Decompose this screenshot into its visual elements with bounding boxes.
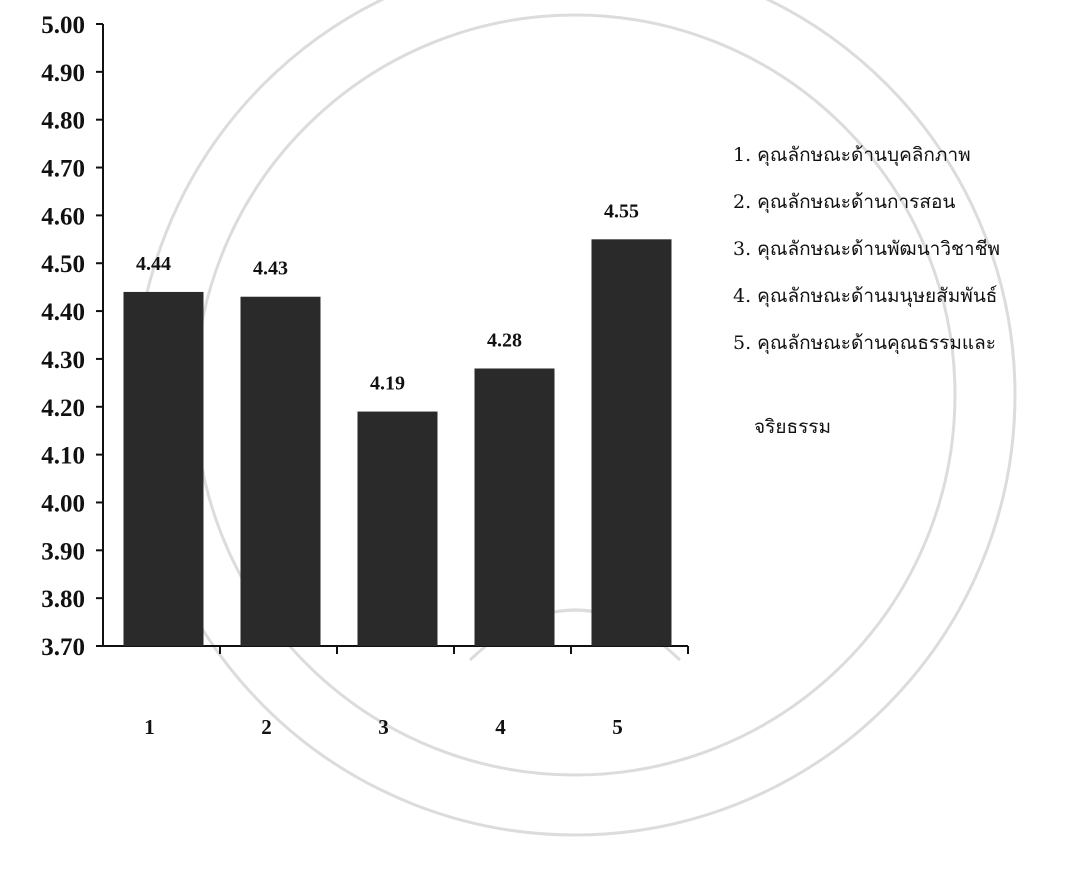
- bars: [123, 239, 672, 647]
- x-axis: 1 2 3 4 5: [103, 645, 689, 739]
- x-tick-label: 3: [378, 715, 389, 739]
- y-tick-label: 3.80: [41, 586, 85, 613]
- x-tick-label: 1: [144, 715, 155, 739]
- y-tick-label: 4.10: [41, 443, 85, 470]
- legend-item: 2. คุณลักษณะด้านการสอน: [733, 191, 955, 214]
- data-label: 4.19: [370, 373, 405, 395]
- legend-item: 4. คุณลักษณะด้านมนุษยสัมพันธ์: [733, 285, 997, 308]
- data-labels: 4.44 4.43 4.19 4.28 4.55: [136, 200, 639, 394]
- y-tick-label: 4.50: [41, 251, 85, 278]
- bar: [591, 239, 672, 647]
- y-tick-label: 4.90: [41, 60, 85, 87]
- legend-item: จริยธรรม: [754, 416, 831, 438]
- y-axis: 5.00 4.90 4.80 4.70 4.60 4.50 4.40 4.30 4.20 4.10…: [41, 12, 104, 661]
- x-tick-label: 5: [612, 715, 623, 739]
- data-label: 4.44: [136, 253, 171, 275]
- bar: [474, 368, 555, 646]
- bar: [123, 291, 204, 646]
- data-label: 4.55: [604, 200, 639, 222]
- y-tick-label: 4.80: [41, 108, 85, 135]
- y-tick-label: 5.00: [41, 12, 85, 39]
- y-tick-label: 4.60: [41, 203, 85, 230]
- x-tick-label: 2: [261, 715, 272, 739]
- y-tick-label: 4.40: [41, 299, 85, 326]
- legend-item: 5. คุณลักษณะด้านคุณธรรมและ: [733, 332, 996, 355]
- y-tick-label: 4.00: [41, 490, 85, 517]
- bar: [357, 411, 438, 646]
- legend-item: 1. คุณลักษณะด้านบุคลิกภาพ: [733, 144, 971, 167]
- y-tick-label: 4.30: [41, 347, 85, 374]
- bar: [240, 296, 321, 646]
- legend: 1. คุณลักษณะด้านบุคลิกภาพ 2. คุณลักษณะด้า…: [733, 144, 1000, 438]
- legend-item: 3. คุณลักษณะด้านพัฒนาวิชาชีพ: [733, 238, 1000, 261]
- x-tick-label: 4: [495, 715, 506, 739]
- y-tick-label: 4.70: [41, 156, 85, 183]
- data-label: 4.28: [487, 329, 522, 351]
- y-tick-label: 3.90: [41, 538, 85, 565]
- y-tick-label: 3.70: [41, 634, 85, 661]
- y-tick-label: 4.20: [41, 395, 85, 422]
- data-label: 4.43: [253, 258, 288, 280]
